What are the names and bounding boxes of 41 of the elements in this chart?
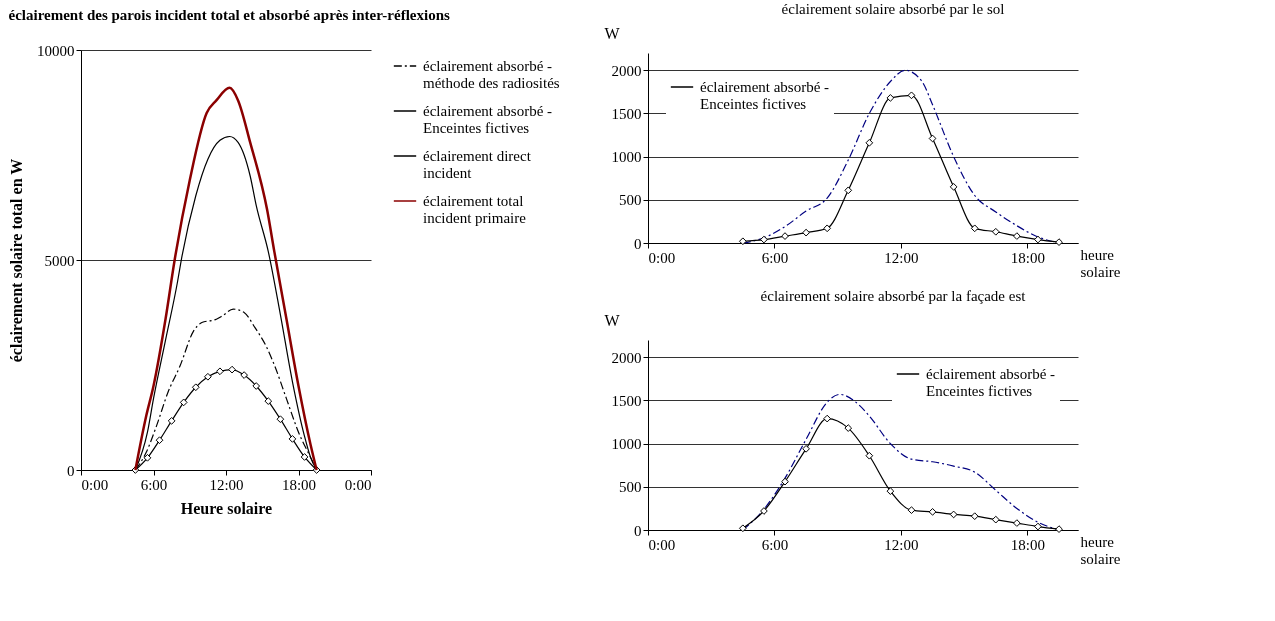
y-tick-label: 1000 — [611, 149, 642, 166]
x-tick-label: 0:00 — [344, 476, 372, 493]
y-tick-label: 1500 — [611, 392, 642, 409]
x-tick-label: 18:00 — [1010, 249, 1045, 266]
y-tick-label: 500 — [619, 192, 642, 209]
x-axis-title: heure solaire — [1080, 246, 1121, 280]
legend-label: éclairement absorbé - méthode des radiosités — [423, 58, 560, 91]
y-tick-label: 2000 — [611, 349, 642, 366]
y-axis-title: éclairement solaire total en W — [8, 158, 25, 363]
chart-title: éclairement solaire absorbé par le sol — [781, 1, 1005, 17]
legend-label: éclairement total incident primaire — [423, 193, 527, 226]
x-tick-label: 0:00 — [648, 249, 676, 266]
legend-label: éclairement absorbé - Enceintes fictives — [423, 103, 553, 136]
y-tick-label: 1000 — [611, 436, 642, 453]
x-axis-title: Heure solaire — [180, 499, 273, 517]
y-axis-title: W — [604, 311, 621, 329]
x-tick-label: 18:00 — [281, 476, 317, 493]
legend-label: éclairement absorbé - Enceintes fictives — [700, 79, 830, 112]
x-tick-label: 18:00 — [1010, 536, 1045, 553]
x-tick-label: 6:00 — [761, 249, 789, 266]
y-tick-label: 10000 — [37, 42, 75, 59]
y-tick-label: 0 — [67, 462, 75, 479]
legend-label: éclairement absorbé - Enceintes fictives — [926, 366, 1056, 399]
x-tick-label: 12:00 — [209, 476, 244, 493]
chart-title: éclairement des parois incident total et absorbé après inter-réflexions — [8, 7, 450, 23]
y-tick-label: 500 — [619, 479, 642, 496]
x-tick-label: 12:00 — [884, 249, 919, 266]
x-tick-label: 0:00 — [81, 476, 109, 493]
y-tick-label: 0 — [634, 235, 642, 252]
legend-label: éclairement direct incident — [423, 148, 532, 181]
y-tick-label: 1500 — [611, 105, 642, 122]
x-tick-label: 12:00 — [884, 536, 919, 553]
y-axis-title: W — [604, 24, 621, 42]
y-tick-label: 5000 — [44, 252, 75, 269]
x-tick-label: 0:00 — [648, 536, 676, 553]
x-axis-title: heure solaire — [1080, 533, 1121, 567]
x-tick-label: 6:00 — [140, 476, 168, 493]
chart-title: éclairement solaire absorbé par la façade est — [760, 288, 1027, 304]
y-tick-label: 0 — [634, 522, 642, 539]
x-tick-label: 6:00 — [761, 536, 789, 553]
y-tick-label: 2000 — [611, 62, 642, 79]
